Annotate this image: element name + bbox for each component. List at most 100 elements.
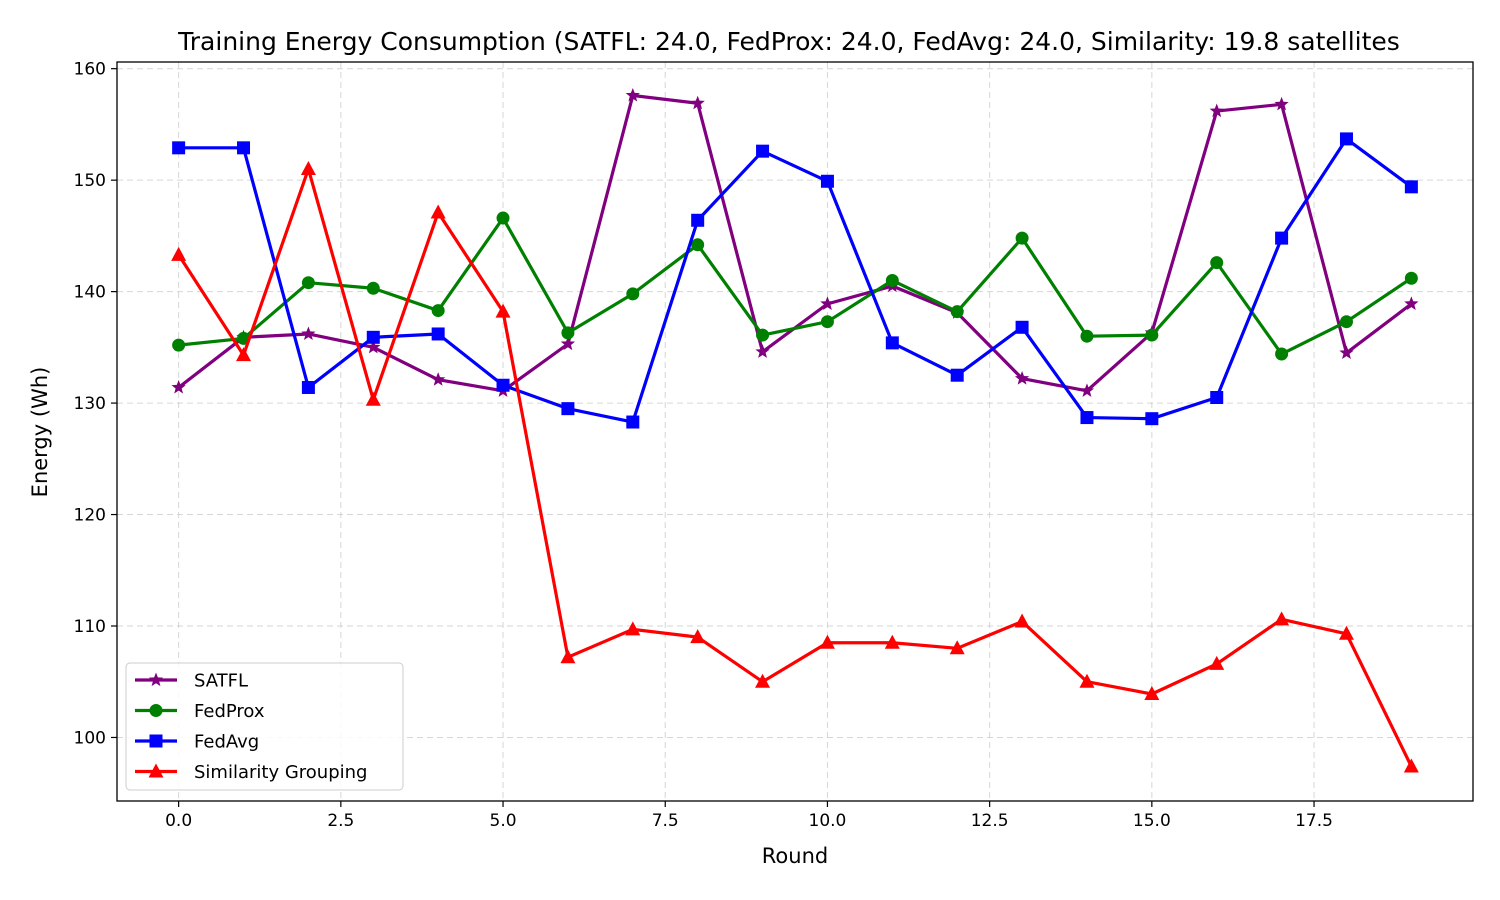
y-tick-label: 150 bbox=[74, 171, 106, 191]
data-point bbox=[1338, 625, 1354, 640]
data-point bbox=[237, 141, 251, 155]
legend: SATFL FedProx FedAvg Similarity Grouping bbox=[125, 662, 404, 791]
x-tick-label: 17.5 bbox=[1295, 811, 1333, 831]
legend-item: Similarity Grouping bbox=[135, 762, 367, 783]
data-point bbox=[1404, 296, 1419, 310]
data-point bbox=[756, 144, 770, 158]
data-point bbox=[626, 287, 640, 301]
data-point bbox=[1339, 345, 1354, 359]
y-tick-label: 140 bbox=[74, 283, 106, 303]
data-point bbox=[1015, 231, 1029, 245]
series-similarity-grouping bbox=[171, 161, 1419, 773]
data-point bbox=[431, 327, 445, 341]
data-point bbox=[755, 673, 771, 688]
data-point bbox=[820, 174, 834, 188]
y-tick-label: 120 bbox=[74, 506, 106, 526]
data-point bbox=[301, 276, 315, 290]
series-fedavg bbox=[172, 132, 1418, 429]
legend-label: SATFL bbox=[194, 671, 248, 692]
data-point bbox=[1014, 613, 1030, 628]
chart-title: Training Energy Consumption (SATFL: 24.0… bbox=[177, 27, 1400, 56]
data-point bbox=[1404, 180, 1418, 194]
legend-item: FedAvg bbox=[135, 732, 259, 753]
data-point bbox=[756, 328, 770, 342]
legend-item: FedProx bbox=[135, 701, 265, 722]
data-point bbox=[1209, 103, 1224, 118]
legend-marker bbox=[148, 763, 164, 778]
x-tick-label: 15.0 bbox=[1133, 811, 1171, 831]
series-line bbox=[177, 167, 1413, 768]
y-tick-label: 160 bbox=[74, 60, 106, 80]
data-point bbox=[755, 344, 770, 358]
data-point bbox=[1079, 383, 1095, 397]
series-line bbox=[178, 137, 1413, 424]
data-point bbox=[1339, 132, 1353, 146]
data-point bbox=[820, 296, 835, 310]
data-point bbox=[430, 204, 446, 219]
data-point bbox=[1145, 412, 1159, 426]
legend-marker bbox=[148, 672, 164, 687]
x-tick-label: 12.5 bbox=[971, 811, 1009, 831]
data-point bbox=[172, 338, 186, 352]
y-tick-label: 130 bbox=[74, 394, 106, 414]
y-axis: 100 110 120 130 140 150 160 bbox=[74, 60, 117, 748]
data-point bbox=[820, 315, 834, 329]
legend-label: Similarity Grouping bbox=[194, 762, 367, 783]
data-point bbox=[561, 402, 575, 416]
data-point bbox=[172, 141, 186, 155]
data-point bbox=[1015, 320, 1029, 334]
data-point bbox=[300, 161, 316, 176]
data-point bbox=[1275, 347, 1289, 361]
y-tick-label: 110 bbox=[74, 617, 106, 637]
data-point bbox=[1144, 685, 1160, 700]
data-point bbox=[171, 246, 187, 261]
data-point bbox=[1210, 391, 1224, 405]
series-layer bbox=[171, 87, 1419, 773]
data-point bbox=[1080, 329, 1094, 343]
data-point bbox=[1404, 271, 1418, 285]
data-point bbox=[885, 336, 899, 350]
data-point bbox=[691, 213, 705, 227]
legend-box bbox=[125, 662, 404, 791]
x-tick-label: 7.5 bbox=[652, 811, 679, 831]
data-point bbox=[1209, 655, 1225, 670]
data-point bbox=[1275, 231, 1289, 245]
data-point bbox=[626, 415, 640, 429]
data-point bbox=[496, 378, 510, 392]
data-point bbox=[171, 379, 186, 394]
data-point bbox=[301, 380, 315, 394]
data-point bbox=[1014, 371, 1030, 385]
data-point bbox=[366, 339, 381, 354]
data-point bbox=[819, 634, 835, 649]
legend-label: FedAvg bbox=[194, 732, 259, 753]
data-point bbox=[690, 629, 706, 644]
data-point bbox=[431, 304, 445, 318]
data-point bbox=[1274, 611, 1290, 626]
data-point bbox=[1210, 256, 1224, 270]
data-point bbox=[1080, 411, 1094, 425]
data-point bbox=[1403, 758, 1419, 773]
data-point bbox=[1339, 315, 1353, 329]
data-point bbox=[496, 211, 510, 225]
data-point bbox=[1274, 96, 1289, 111]
data-point bbox=[950, 368, 964, 382]
x-tick-label: 10.0 bbox=[809, 811, 847, 831]
data-point bbox=[495, 303, 511, 318]
data-point bbox=[561, 326, 575, 340]
data-point bbox=[236, 347, 252, 362]
legend-label: FedProx bbox=[194, 701, 265, 722]
data-point bbox=[690, 95, 705, 110]
x-axis-label: Round bbox=[762, 844, 828, 868]
data-point bbox=[691, 238, 705, 252]
data-point bbox=[366, 330, 380, 344]
legend-item: SATFL bbox=[135, 671, 248, 692]
data-point bbox=[1145, 328, 1159, 342]
data-point bbox=[301, 326, 316, 341]
data-point bbox=[365, 391, 381, 406]
legend-marker bbox=[149, 734, 163, 748]
series-fedprox bbox=[172, 211, 1418, 361]
data-point bbox=[431, 372, 446, 386]
series-line bbox=[178, 216, 1413, 356]
data-point bbox=[884, 634, 900, 649]
